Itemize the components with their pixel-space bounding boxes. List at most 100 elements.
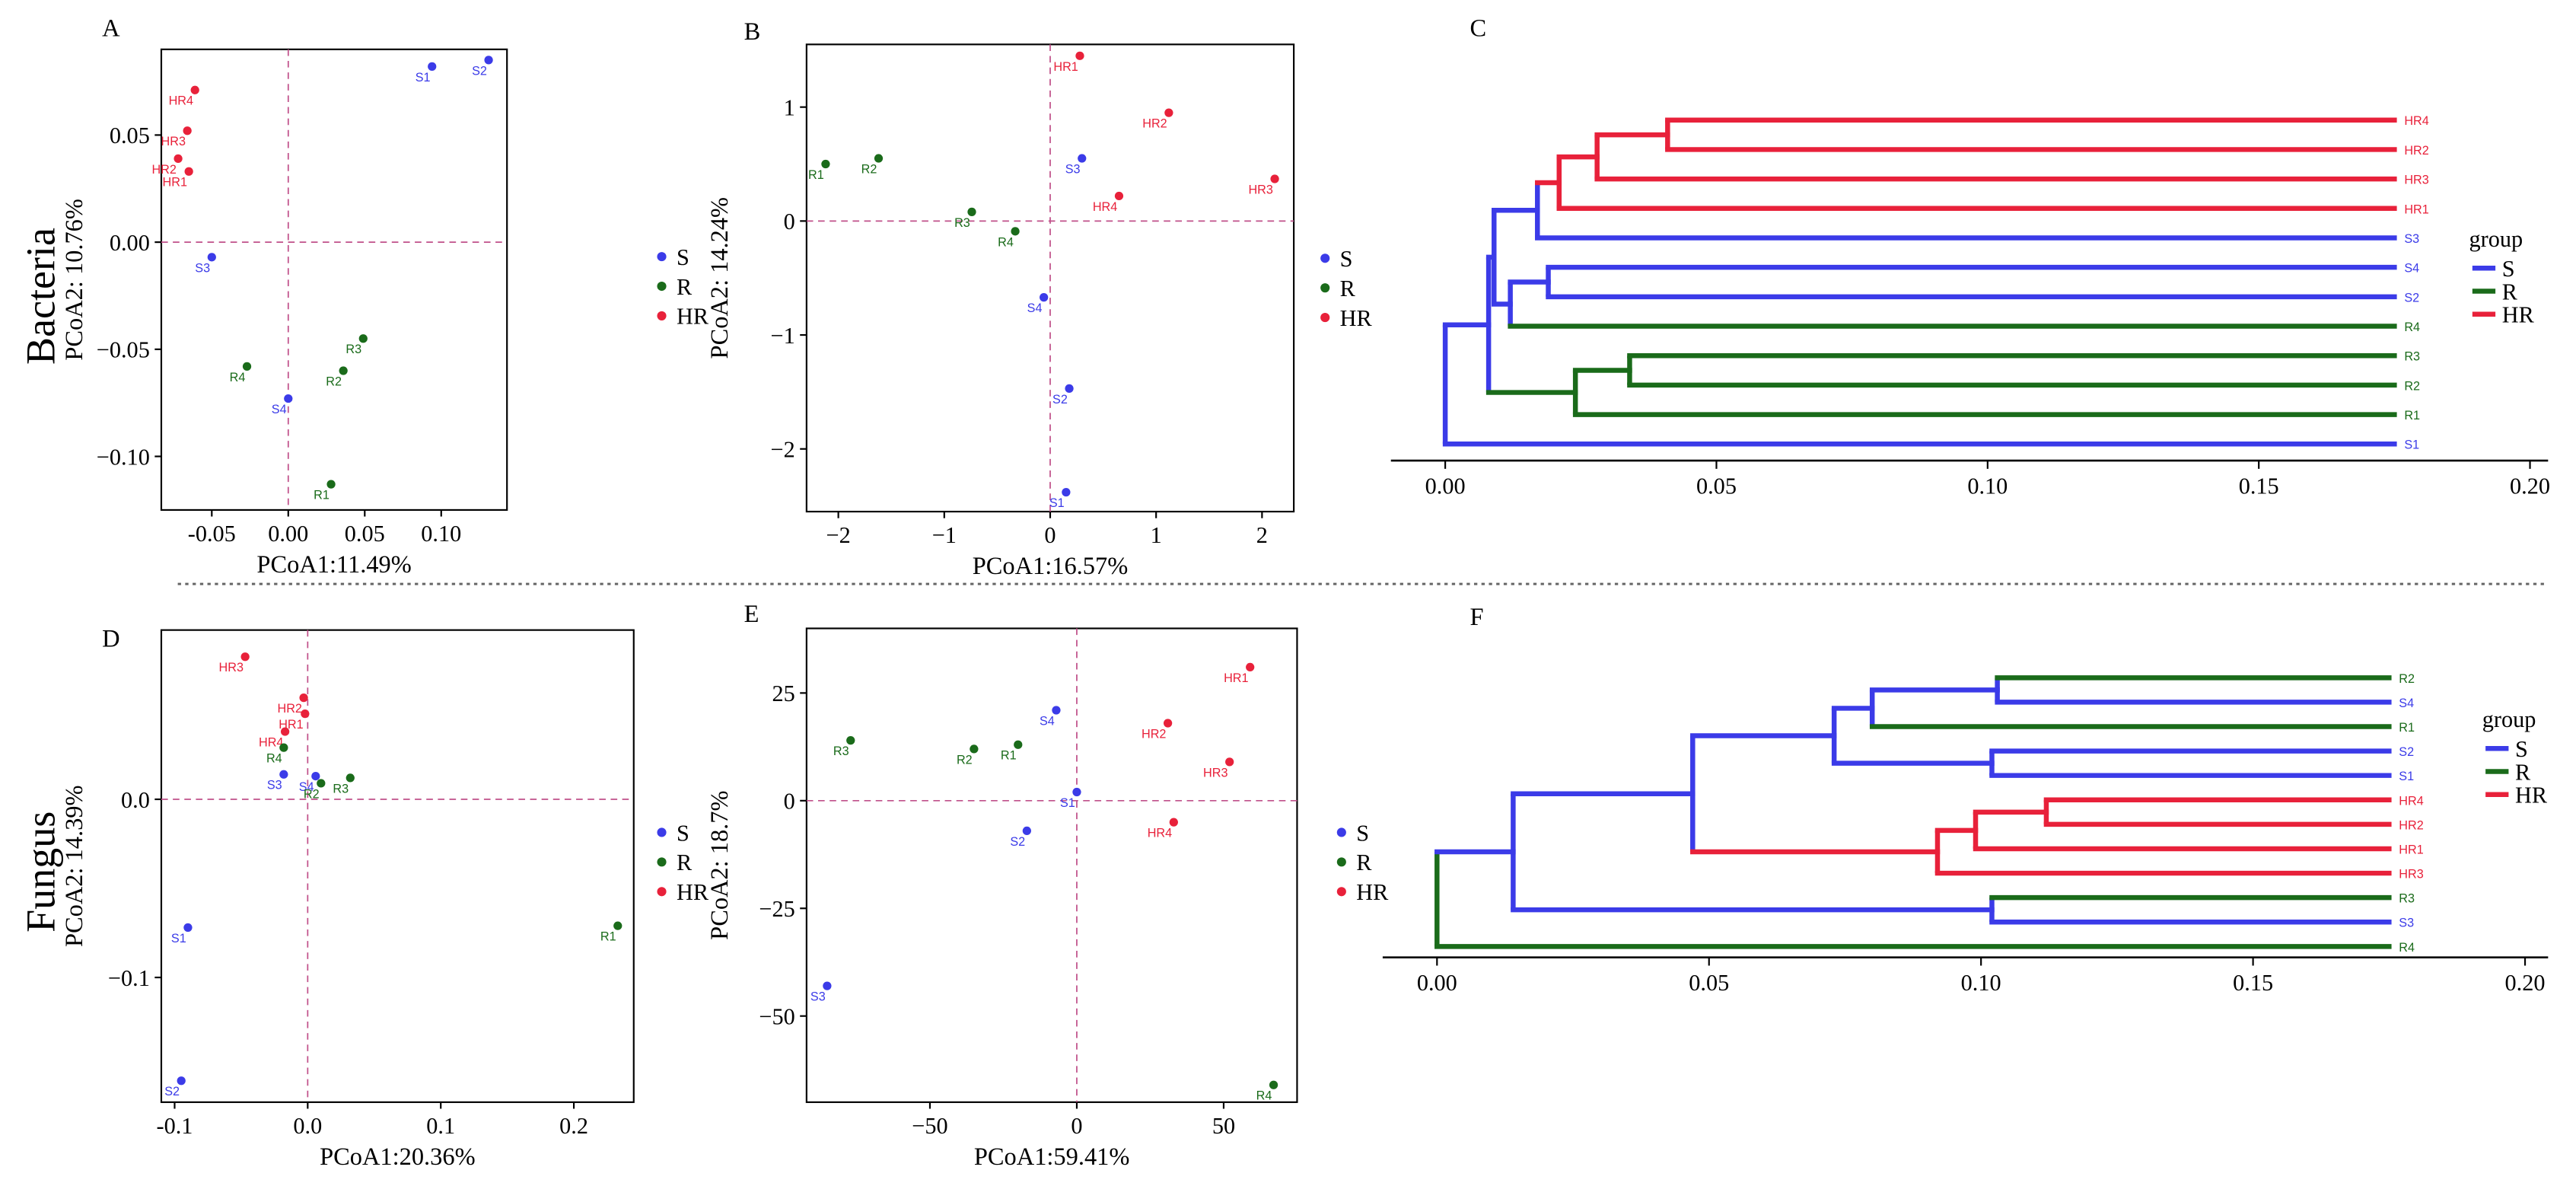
y-tick-label-b: −1 (771, 323, 795, 349)
leaf-label-r2: R2 (2399, 672, 2415, 686)
y-tick-label-b: −2 (771, 437, 795, 463)
legend-key-hr (1336, 887, 1346, 897)
y-tick-label-a: 0.05 (110, 123, 150, 148)
pcoa-panel-bacteria-b: B −2 −1 0 1 2 −2 −1 0 1 PCoA1:16.57% PCoA2: 14.24% H… (706, 18, 1295, 580)
sample-point-s3 (279, 770, 288, 779)
sample-point-s2 (1022, 826, 1031, 836)
legend-label-s: S (677, 820, 689, 846)
sample-label-hr4: HR4 (169, 94, 193, 108)
pcoa-panel-fungus-e: E −50 0 50 −50 −25 0 25 PCoA1:59.41% PCoA2: 18.7%… (706, 601, 1298, 1171)
leaf-label-s3: S3 (2404, 232, 2419, 246)
panel-label-e: E (744, 601, 759, 628)
sample-point-s4 (311, 771, 320, 781)
leaf-label-hr4: HR4 (2404, 114, 2428, 128)
sample-point-r2 (874, 154, 884, 163)
sample-label-hr1: HR1 (1053, 60, 1078, 74)
distance-tick-label-c: 0.00 (1425, 473, 1466, 499)
sample-label-s1: S1 (416, 71, 431, 84)
leaf-label-hr3: HR3 (2404, 174, 2428, 187)
sample-label-hr2: HR2 (151, 163, 176, 177)
legend-label-r: R (1340, 276, 1356, 301)
sample-point-r4 (279, 743, 288, 752)
plot-frame-e (805, 627, 1298, 1103)
sample-point-r4 (1269, 1080, 1278, 1089)
y-tick-label-a: 0.00 (110, 230, 150, 256)
x-axis-title-d: PCoA1:20.36% (320, 1143, 476, 1171)
legend-key-hr (1320, 313, 1330, 323)
legend-key-hr (657, 311, 667, 320)
x-tick-label-a: 0.00 (268, 521, 308, 547)
plot-frame-d (160, 629, 635, 1103)
x-tick-label-b: −1 (932, 522, 957, 548)
leaf-label-r1: R1 (2404, 409, 2420, 422)
panel-label-f: F (1470, 604, 1484, 631)
x-axis-title-a: PCoA1:11.49% (256, 551, 411, 579)
sample-point-r1 (326, 480, 336, 489)
leaf-label-hr2: HR2 (2404, 144, 2428, 158)
sample-label-hr1: HR1 (163, 176, 187, 190)
sample-label-r4: R4 (1256, 1089, 1272, 1103)
leaf-label-r4: R4 (2399, 941, 2415, 955)
sample-label-r2: R2 (861, 162, 877, 176)
sample-point-s2 (1065, 384, 1074, 394)
sample-point-s3 (207, 253, 216, 262)
leaf-label-hr2: HR2 (2399, 818, 2423, 832)
x-tick-label-d: 0.1 (426, 1113, 455, 1139)
sample-point-s4 (1040, 293, 1049, 302)
legend-key-s (657, 827, 667, 837)
sample-label-s3: S3 (195, 261, 210, 275)
plot-frame-a (160, 48, 508, 511)
dendro-legend-title: group (2469, 226, 2523, 252)
sample-label-r4: R4 (998, 235, 1014, 249)
sample-point-hr3 (1270, 174, 1279, 183)
dendro-legend-label-s: S (2502, 256, 2515, 282)
leaf-label-s3: S3 (2399, 917, 2414, 930)
leaf-label-r3: R3 (2399, 892, 2415, 906)
sample-label-hr1: HR1 (1224, 671, 1248, 685)
dendro-legend-label-s: S (2515, 736, 2528, 762)
x-tick-label-b: 1 (1151, 522, 1162, 548)
legend-fungus-e: SR HR (1336, 820, 1389, 905)
y-tick-label-e: 25 (772, 681, 794, 706)
sample-point-hr2 (299, 693, 308, 703)
leaf-label-s2: S2 (2404, 291, 2419, 304)
panel-label-b: B (744, 18, 761, 46)
leaf-label-r2: R2 (2404, 379, 2420, 393)
x-axis-title-b: PCoA1:16.57% (973, 553, 1129, 580)
sample-point-r2 (339, 366, 348, 375)
x-tick-label-d: 0.2 (559, 1113, 588, 1139)
sample-point-hr1 (184, 167, 193, 176)
panel-label-d: D (102, 625, 119, 652)
sample-label-r3: R3 (345, 343, 361, 356)
sample-point-r1 (613, 921, 623, 930)
sample-label-r1: R1 (600, 930, 616, 944)
sample-point-r1 (821, 159, 830, 169)
leaf-label-hr1: HR1 (2404, 202, 2428, 216)
sample-point-r3 (345, 773, 355, 783)
sample-point-r3 (358, 334, 368, 343)
sample-point-r3 (846, 735, 855, 745)
leaf-label-r1: R1 (2399, 721, 2415, 735)
sample-label-hr4: HR4 (1093, 200, 1117, 214)
sample-point-hr4 (1114, 191, 1124, 201)
sample-label-s4: S4 (299, 780, 314, 794)
distance-tick-label-f: 0.05 (1689, 970, 1729, 996)
distance-tick-label-f: 0.00 (1417, 970, 1457, 996)
row-label-bacteria: Bacteria (18, 228, 63, 365)
sample-point-hr1 (1075, 51, 1084, 60)
sample-point-hr2 (1163, 719, 1173, 728)
sample-label-s1: S1 (171, 932, 186, 945)
sample-point-hr1 (1246, 662, 1255, 672)
distance-tick-label-c: 0.10 (1967, 473, 2008, 499)
legend-label-s: S (1356, 820, 1369, 846)
legend-key-s (1336, 827, 1346, 837)
sample-label-s2: S2 (1052, 393, 1068, 406)
y-tick-label-d: 0.0 (121, 787, 150, 813)
legend-fungus-d: SR HR (657, 820, 709, 905)
sample-label-s3: S3 (810, 990, 826, 1004)
distance-tick-label-f: 0.10 (1961, 970, 2001, 996)
dendro-legend-label-hr: HR (2515, 783, 2548, 808)
distance-tick-label-c: 0.15 (2239, 473, 2279, 499)
sample-label-r1: R1 (1001, 749, 1017, 763)
